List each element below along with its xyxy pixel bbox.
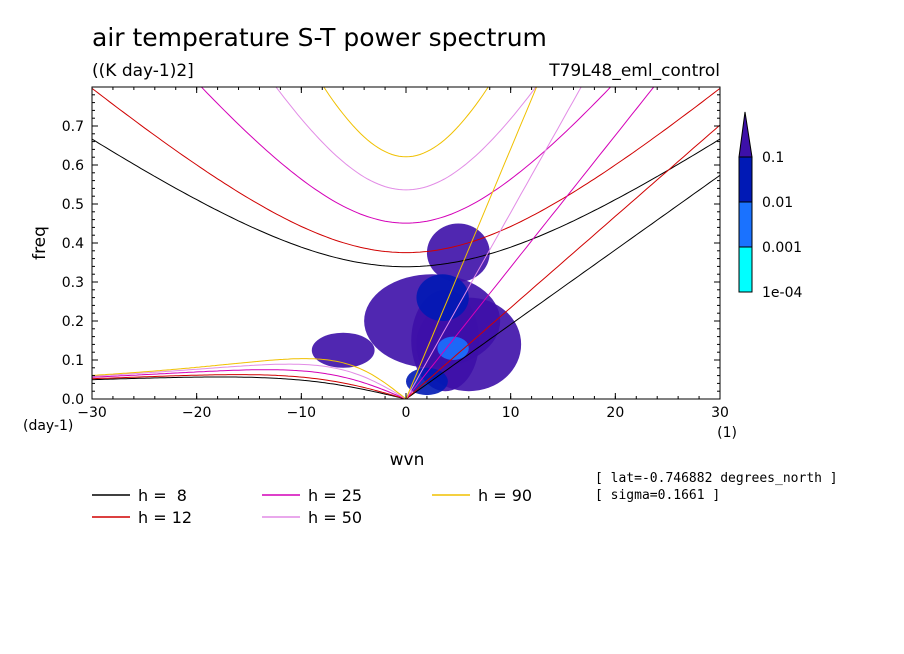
kelvin-curve: [405, 124, 720, 399]
power-patch: [426, 223, 490, 282]
rossby-curve: [92, 374, 407, 399]
y-tick-label: 0.6: [62, 158, 84, 174]
units-label: ((K day-1)2]: [92, 61, 194, 81]
y-tick-label: 0.1: [62, 353, 84, 369]
kelvin-curve: [405, 87, 538, 399]
x-tick-label: 10: [502, 405, 520, 421]
power-patch: [437, 336, 469, 360]
colorbar-label: 1e-04: [762, 285, 802, 301]
colorbar-extend-triangle: [738, 111, 753, 158]
y-tick-label: 0.7: [62, 119, 84, 135]
gravity-curve: [200, 87, 612, 224]
x-tick-label: −20: [182, 405, 212, 421]
power-patch: [311, 332, 375, 368]
x-tick-label: −10: [287, 405, 317, 421]
colorbar-label: 0.01: [762, 195, 793, 211]
rossby-curve: [92, 358, 407, 399]
colorbar-label: 0.1: [762, 150, 784, 166]
legend-label: h = 12: [138, 508, 192, 527]
y-tick-label: 0.5: [62, 197, 84, 213]
y-axis-title: freq: [30, 226, 50, 260]
gravity-curve: [323, 87, 489, 158]
legend-label: h = 50: [308, 508, 362, 527]
colorbar-bin-0.001: [738, 201, 753, 248]
rossby-curve: [92, 369, 407, 399]
y-tick-label: 0.2: [62, 314, 84, 330]
latitude-note: [ lat=-0.746882 degrees_north ]: [595, 471, 838, 486]
rossby-curve: [92, 376, 407, 399]
y-tick-label: 0.3: [62, 275, 84, 291]
x-unit-label: (1): [717, 425, 737, 441]
x-axis-title: wvn: [390, 450, 425, 470]
colorbar-bin-1e-04: [738, 246, 753, 293]
x-tick-label: 30: [711, 405, 729, 421]
gravity-curve: [92, 138, 720, 268]
legend: h = 8 h = 12 h = 25 h = 50 h = 90: [92, 486, 532, 527]
gravity-curve: [92, 87, 720, 254]
x-tick-label: 20: [606, 405, 624, 421]
kelvin-curve: [405, 87, 582, 399]
x-tick-label: 0: [402, 405, 411, 421]
dispersion-curves: [92, 87, 720, 399]
y-unit-label: (day-1): [23, 418, 73, 434]
colorbar: 0.1 0.01 0.001 1e-04: [738, 111, 802, 301]
legend-label: h = 8: [138, 486, 187, 505]
colorbar-bin-0.01: [738, 156, 753, 203]
sigma-note: [ sigma=0.1661 ]: [595, 488, 720, 503]
gravity-curve: [275, 87, 537, 191]
chart-title: air temperature S-T power spectrum: [92, 23, 547, 52]
experiment-label: T79L48_eml_control: [548, 61, 720, 81]
x-tick-label: −30: [77, 405, 107, 421]
kelvin-curve: [405, 87, 655, 399]
power-patch: [416, 274, 469, 321]
axis-ticks: −30 −20 −10 0 10 20 30 0.0 0.1 0.2 0.3 0.4 0.5 0.6 0.7: [62, 87, 729, 421]
kelvin-curve: [405, 174, 720, 399]
y-tick-label: 0.0: [62, 392, 84, 408]
y-tick-label: 0.4: [62, 236, 84, 252]
legend-label: h = 25: [308, 486, 362, 505]
colorbar-label: 0.001: [762, 240, 802, 256]
legend-label: h = 90: [478, 486, 532, 505]
rossby-curve: [92, 363, 407, 399]
